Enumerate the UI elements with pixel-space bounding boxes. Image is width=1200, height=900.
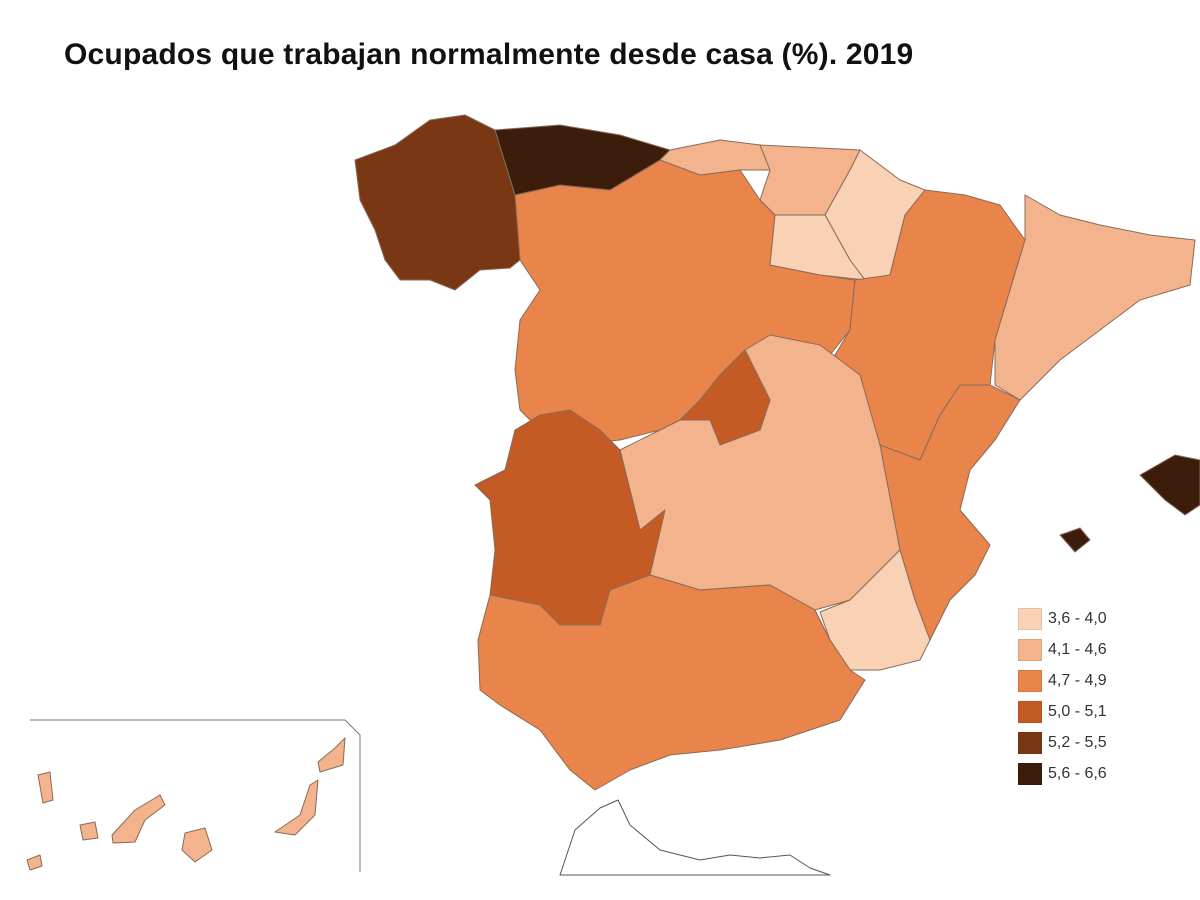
legend-item: 5,2 - 5,5 xyxy=(1018,727,1107,758)
legend-label: 5,6 - 6,6 xyxy=(1048,764,1107,782)
legend-label: 5,0 - 5,1 xyxy=(1048,702,1107,720)
legend-swatch xyxy=(1018,700,1042,723)
legend-item: 3,6 - 4,0 xyxy=(1018,603,1107,634)
legend-swatch xyxy=(1018,762,1042,785)
legend-label: 4,1 - 4,6 xyxy=(1048,640,1107,658)
region-cataluna[interactable] xyxy=(994,194,1196,401)
legend-item: 5,6 - 6,6 xyxy=(1018,758,1107,789)
legend-swatch xyxy=(1018,731,1042,754)
region-murcia[interactable] xyxy=(819,549,931,671)
legend-label: 3,6 - 4,0 xyxy=(1048,609,1107,627)
legend-item: 4,7 - 4,9 xyxy=(1018,665,1107,696)
region-andalucia[interactable] xyxy=(477,574,866,791)
legend-label: 4,7 - 4,9 xyxy=(1048,671,1107,689)
legend-swatch xyxy=(1018,669,1042,692)
legend-item: 4,1 - 4,6 xyxy=(1018,634,1107,665)
region-baleares[interactable] xyxy=(1059,454,1200,553)
legend-swatch xyxy=(1018,638,1042,661)
region-galicia[interactable] xyxy=(354,114,521,291)
legend-item: 5,0 - 5,1 xyxy=(1018,696,1107,727)
canarias-inset-frame xyxy=(30,719,361,872)
legend-label: 5,2 - 5,5 xyxy=(1048,733,1107,751)
region-valencia[interactable] xyxy=(879,384,1021,641)
legend: 3,6 - 4,0 4,1 - 4,6 4,7 - 4,9 5,0 - 5,1 … xyxy=(1018,603,1107,789)
map-title: Ocupados que trabajan normalmente desde … xyxy=(64,38,914,71)
region-madrid[interactable] xyxy=(679,349,771,446)
region-cantabria[interactable] xyxy=(659,139,771,176)
region-canarias[interactable] xyxy=(26,737,346,871)
north-africa-coast xyxy=(559,799,831,876)
legend-swatch xyxy=(1018,607,1042,630)
